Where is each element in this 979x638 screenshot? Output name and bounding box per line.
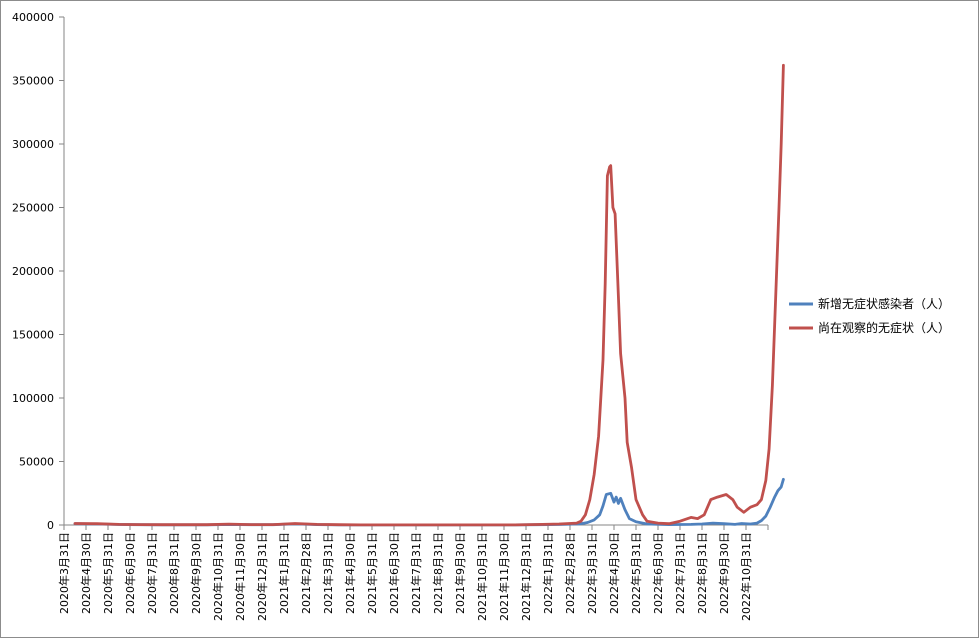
x-tick-label: 2020年7月31日 xyxy=(145,532,159,614)
y-tick-label: 350000 xyxy=(12,75,54,88)
x-tick-label: 2021年2月28日 xyxy=(299,532,313,614)
y-tick-label: 150000 xyxy=(12,329,54,342)
x-tick-label: 2021年12月31日 xyxy=(519,532,533,621)
x-tick-label: 2022年3月31日 xyxy=(585,532,599,614)
x-tick-label: 2021年5月31日 xyxy=(365,532,379,614)
x-tick-label: 2020年9月30日 xyxy=(189,532,203,614)
x-tick-label: 2021年7月31日 xyxy=(409,532,423,614)
x-tick-label: 2022年6月30日 xyxy=(651,532,665,614)
x-tick-label: 2020年10月31日 xyxy=(211,532,225,621)
x-tick-label: 2021年9月30日 xyxy=(453,532,467,614)
legend-label-1: 尚在观察的无症状（人） xyxy=(818,320,950,335)
x-tick-label: 2020年3月31日 xyxy=(57,532,71,614)
x-tick-label: 2022年1月31日 xyxy=(541,532,555,614)
x-tick-label: 2022年9月30日 xyxy=(717,532,731,614)
series-lines xyxy=(73,63,785,527)
series-line-0 xyxy=(73,477,785,527)
x-tick-label: 2021年6月30日 xyxy=(387,532,401,614)
legend-label-0: 新增无症状感染者（人） xyxy=(818,296,950,311)
x-axis-ticks: 2020年3月31日 2020年4月30日 2020年5月31日 2020年6月30日… xyxy=(57,525,769,621)
axes xyxy=(63,17,768,526)
x-tick-label: 2021年1月31日 xyxy=(277,532,291,614)
y-tick-label: 300000 xyxy=(12,138,54,151)
series-line-1 xyxy=(73,63,785,527)
x-tick-label: 2022年5月31日 xyxy=(629,532,643,614)
legend: 新增无症状感染者（人） 尚在观察的无症状（人） xyxy=(789,296,950,335)
y-axis-ticks: 0 50000 100000 150000 200000 250000 300000 3500… xyxy=(12,11,64,532)
x-tick-label: 2021年3月31日 xyxy=(321,532,335,614)
y-tick-label: 200000 xyxy=(12,265,54,278)
x-tick-label: 2020年12月31日 xyxy=(255,532,269,621)
y-tick-label: 0 xyxy=(47,519,54,532)
y-tick-label: 100000 xyxy=(12,392,54,405)
x-tick-label: 2021年10月31日 xyxy=(475,532,489,621)
x-tick-label: 2020年8月31日 xyxy=(167,532,181,614)
x-tick-label: 2020年6月30日 xyxy=(123,532,137,614)
y-tick-label: 400000 xyxy=(12,11,54,24)
x-tick-label: 2021年11月30日 xyxy=(497,532,511,621)
x-tick-label: 2022年10月31日 xyxy=(739,532,753,621)
x-tick-label: 2022年8月31日 xyxy=(695,532,709,614)
y-tick-label: 250000 xyxy=(12,202,54,215)
x-tick-label: 2020年11月30日 xyxy=(233,532,247,621)
x-tick-label: 2020年4月30日 xyxy=(79,532,93,614)
x-tick-label: 2021年4月30日 xyxy=(343,532,357,614)
y-tick-label: 50000 xyxy=(19,456,54,469)
x-tick-label: 2020年5月31日 xyxy=(101,532,115,614)
x-tick-label: 2021年8月31日 xyxy=(431,532,445,614)
x-tick-label: 2022年7月31日 xyxy=(673,532,687,614)
x-tick-label: 2022年2月28日 xyxy=(563,532,577,614)
x-tick-label: 2022年4月30日 xyxy=(607,532,621,614)
